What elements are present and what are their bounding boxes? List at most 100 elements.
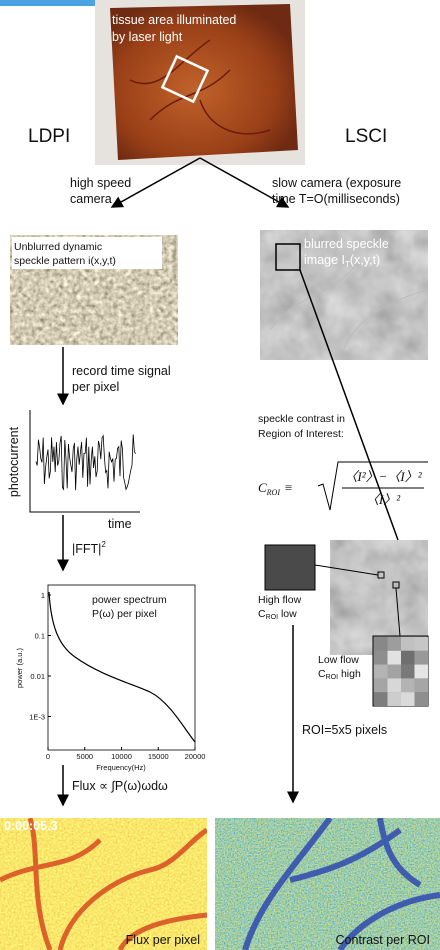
formula-sub: ROI bbox=[266, 488, 281, 497]
vessels bbox=[269, 259, 429, 361]
pixel bbox=[401, 692, 415, 706]
connector bbox=[299, 269, 399, 541]
axis-label: power (a.u.) bbox=[15, 647, 24, 688]
label: record time signal bbox=[72, 364, 171, 378]
pixels bbox=[374, 637, 428, 706]
pixel bbox=[401, 637, 415, 651]
label: Region of Interest: bbox=[258, 428, 344, 440]
label: Contrast per ROI bbox=[336, 933, 430, 947]
y-tick-label: 0.01 bbox=[30, 672, 45, 681]
pixel bbox=[387, 678, 401, 693]
label: ROI=5x5 pixels bbox=[302, 723, 387, 737]
x-tick-label: 10000 bbox=[111, 752, 132, 761]
pixel bbox=[374, 650, 388, 665]
label: |FFT|2 bbox=[72, 540, 106, 556]
caption: by laser light bbox=[112, 30, 183, 44]
axes bbox=[29, 410, 140, 513]
subscript: ROI bbox=[266, 614, 279, 621]
y-tick-label: 1E-3 bbox=[29, 713, 45, 722]
formula-part: ≡ bbox=[284, 480, 293, 495]
label: |FFT| bbox=[72, 542, 101, 556]
label: image I bbox=[304, 253, 345, 267]
label: speckle contrast in bbox=[258, 413, 345, 425]
x-tick-label: 20000 bbox=[185, 752, 206, 761]
label-box bbox=[12, 237, 162, 269]
pixel bbox=[387, 650, 401, 665]
label: C bbox=[258, 608, 266, 620]
label: (x,y,t) bbox=[350, 253, 380, 267]
signal bbox=[35, 434, 136, 491]
contrast-map bbox=[215, 818, 440, 950]
vessels bbox=[0, 818, 207, 950]
label: blurred speckle bbox=[304, 237, 389, 251]
pixel bbox=[414, 664, 428, 679]
pixel bbox=[401, 678, 415, 693]
label: high speed bbox=[70, 176, 131, 190]
pixel bbox=[401, 664, 415, 679]
pixel bbox=[387, 692, 401, 706]
radical bbox=[317, 461, 428, 511]
label: speckle pattern i(x,y,t) bbox=[14, 255, 116, 267]
pixel bbox=[374, 664, 388, 679]
x-tick-label: 0 bbox=[46, 752, 50, 761]
arrow bbox=[199, 157, 290, 208]
pixel bbox=[414, 692, 428, 706]
tissue bbox=[110, 4, 298, 160]
label: High flow bbox=[258, 594, 302, 606]
formula-part: C bbox=[258, 480, 267, 495]
label: Unblurred dynamic bbox=[14, 241, 102, 253]
subscript: T bbox=[345, 260, 350, 269]
pixel bbox=[387, 664, 401, 679]
top-bar bbox=[0, 0, 115, 6]
label: Flux ∝ ∫P(ω)ωdω bbox=[72, 779, 168, 793]
contrast-image bbox=[215, 818, 440, 950]
formula-part: 〈I²〉−〈I〉² bbox=[344, 469, 422, 484]
pixel bbox=[374, 692, 388, 706]
axis-label: time bbox=[108, 517, 132, 531]
label: time T=O(milliseconds) bbox=[272, 192, 400, 206]
pixel bbox=[387, 637, 401, 651]
high-flow-patch bbox=[264, 544, 316, 591]
y-tick-label: 1 bbox=[41, 591, 45, 600]
blurred-image bbox=[260, 230, 428, 360]
flux-map bbox=[0, 818, 207, 950]
method-label: LDPI bbox=[28, 126, 70, 147]
label: Low flow bbox=[318, 654, 359, 666]
pixel bbox=[374, 637, 388, 651]
vessels bbox=[242, 818, 440, 950]
x-tick-label: 5000 bbox=[76, 752, 93, 761]
timestamp: 0:00:05.3 bbox=[4, 819, 58, 833]
axis-label: photocurrent bbox=[7, 426, 21, 497]
formula-part: 〈I〉² bbox=[366, 492, 401, 507]
label: high bbox=[338, 668, 361, 680]
label: low bbox=[278, 608, 297, 620]
label: Flux per pixel bbox=[126, 933, 200, 947]
formula: CROI ≡ bbox=[258, 480, 293, 497]
flux-image bbox=[0, 818, 207, 950]
connector bbox=[395, 587, 401, 637]
pixel bbox=[374, 678, 388, 693]
pixel bbox=[414, 637, 428, 651]
roi-square bbox=[160, 54, 210, 104]
pixel bbox=[414, 678, 428, 693]
label: slow camera (exposure bbox=[272, 176, 401, 190]
label: camera bbox=[70, 192, 112, 206]
pixel bbox=[414, 650, 428, 665]
x-tick-label: 15000 bbox=[148, 752, 169, 761]
caption: tissue area illuminated bbox=[112, 13, 236, 27]
pixel bbox=[401, 650, 415, 665]
arrow bbox=[110, 157, 201, 208]
subscript: ROI bbox=[326, 674, 339, 681]
label: per pixel bbox=[72, 380, 119, 394]
label: C bbox=[318, 668, 326, 680]
plot-title: P(ω) per pixel bbox=[92, 608, 157, 620]
spectrum-curve bbox=[48, 591, 196, 743]
method-label: LSCI bbox=[345, 126, 387, 147]
ticks: 1 0.1 0.01 1E-3 0 5000 10000 15000 20000 bbox=[29, 591, 205, 761]
y-tick-label: 0.1 bbox=[35, 632, 45, 641]
label: image IT(x,y,t) bbox=[304, 253, 380, 269]
superscript: 2 bbox=[101, 540, 106, 549]
label: CROI low bbox=[258, 608, 297, 621]
plot-title: power spectrum bbox=[92, 594, 167, 606]
